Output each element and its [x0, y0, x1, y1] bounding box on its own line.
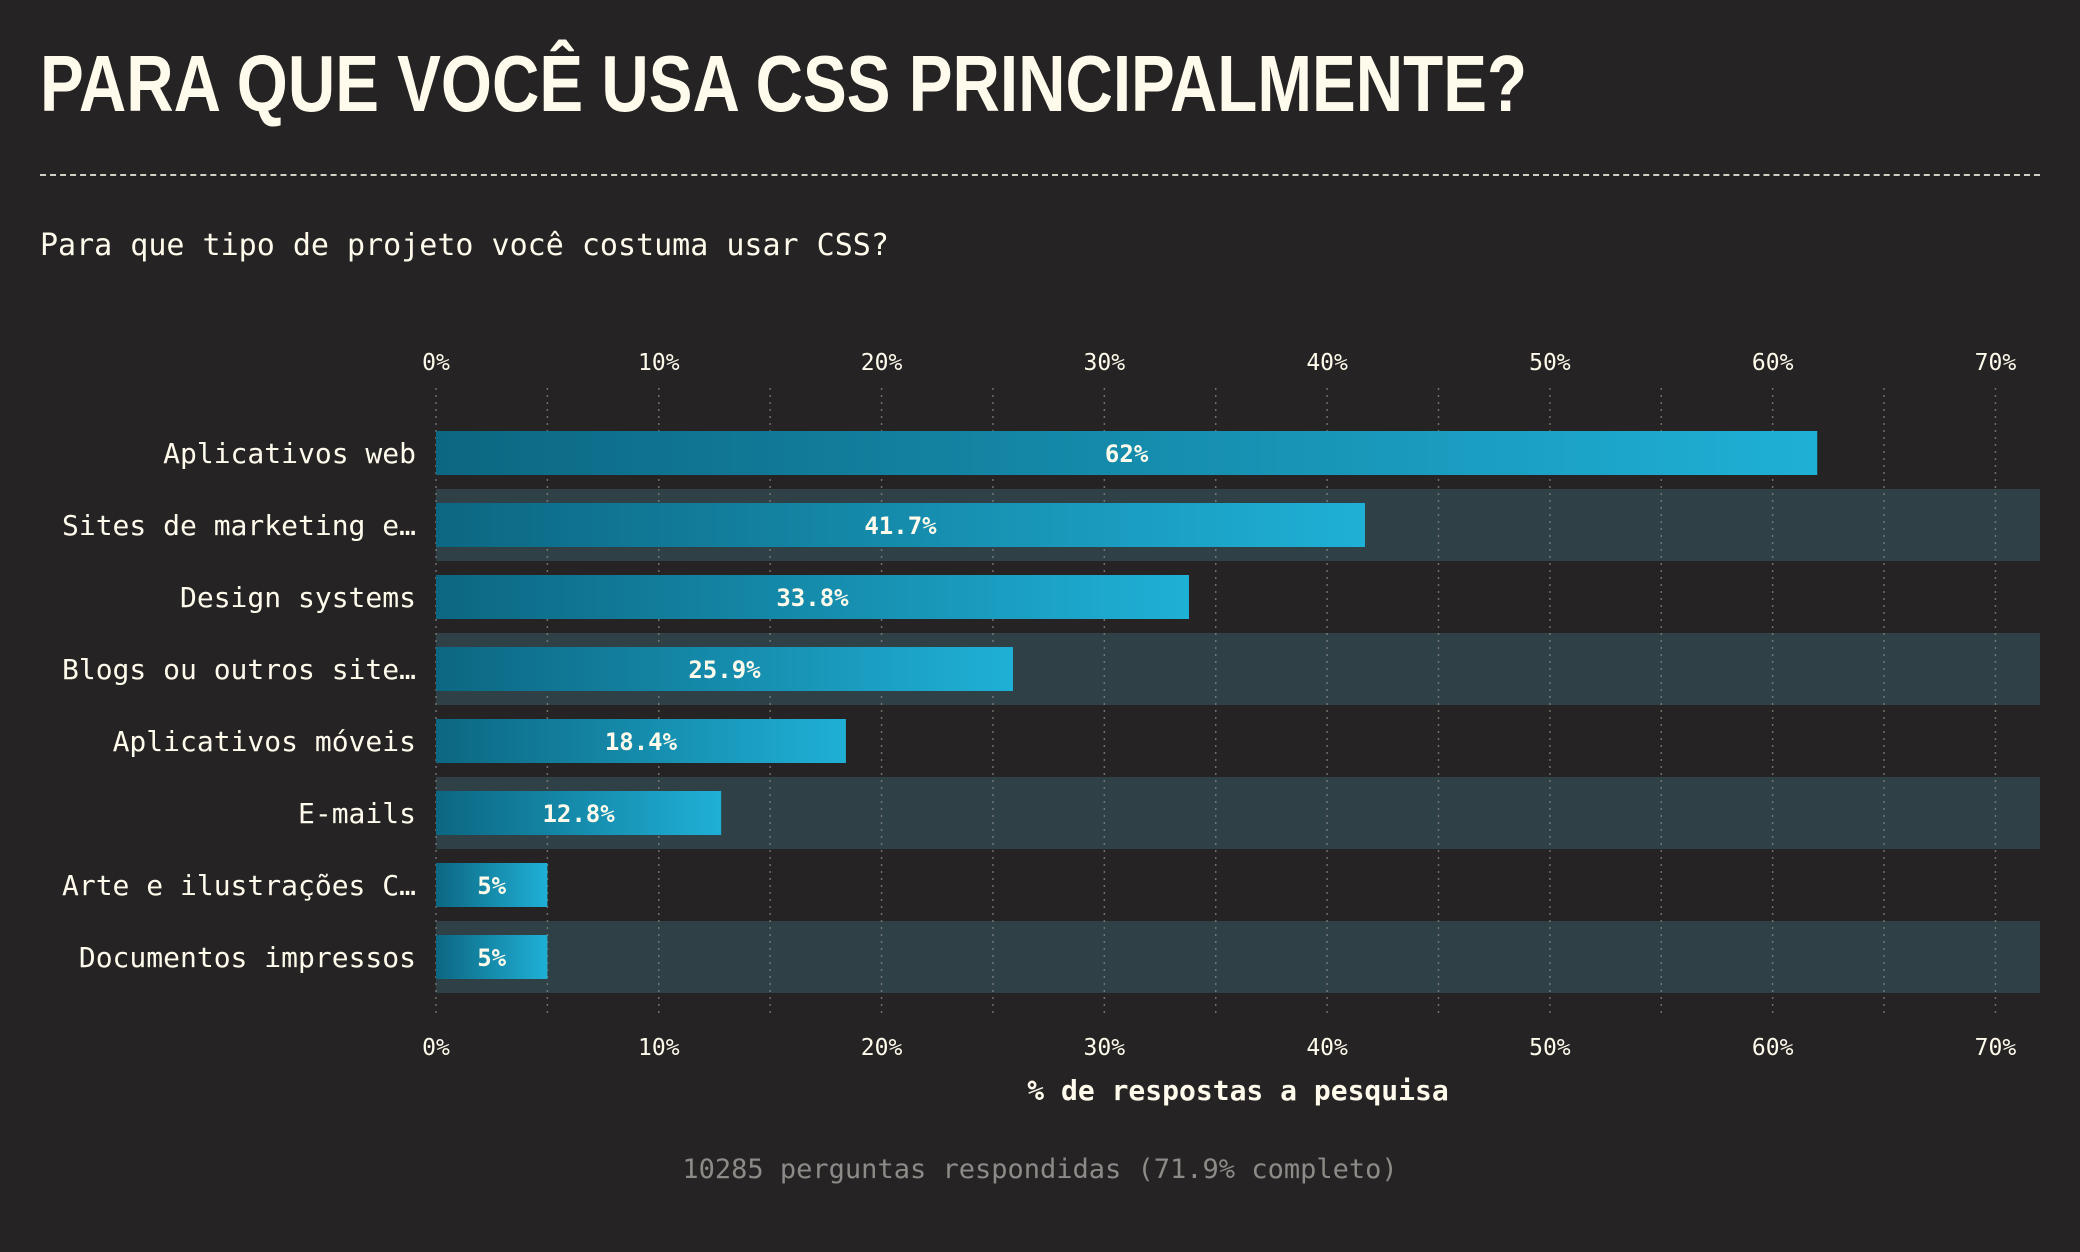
bars [436, 431, 1818, 979]
bar [436, 503, 1365, 547]
tick-label: 70% [1975, 1035, 2017, 1061]
bar-value-label: 12.8% [542, 800, 615, 828]
bar-value-label: 33.8% [776, 584, 849, 612]
bar [436, 647, 1013, 691]
question-text: Para que tipo de projeto você costuma us… [40, 228, 889, 263]
tick-label: 30% [1084, 1035, 1126, 1061]
responses-summary: 10285 perguntas respondidas (71.9% compl… [682, 1154, 1398, 1185]
tick-label: 0% [422, 1035, 450, 1061]
x-axis-title: % de respostas a pesquisa [1027, 1074, 1448, 1107]
bar [436, 791, 722, 835]
tick-label: 40% [1306, 1035, 1348, 1061]
bar-value-label: 18.4% [605, 728, 678, 756]
category-label: Design systems [180, 581, 416, 614]
row-band [436, 921, 2040, 993]
bar-value-label: 25.9% [688, 656, 761, 684]
category-label: E-mails [298, 797, 416, 830]
bar [436, 575, 1189, 619]
category-label: Aplicativos móveis [113, 725, 416, 758]
bar-value-label: 5% [477, 944, 506, 972]
bar-value-label: 62% [1105, 440, 1149, 468]
bar [436, 935, 548, 979]
category-label: Sites de marketing e… [62, 509, 416, 542]
category-label: Aplicativos web [163, 437, 416, 470]
tick-label: 20% [861, 1035, 903, 1061]
tick-label: 30% [1084, 350, 1126, 376]
bar-value-label: 41.7% [864, 512, 937, 540]
tick-label: 50% [1529, 350, 1571, 376]
tick-label: 20% [861, 350, 903, 376]
bar [436, 863, 548, 907]
bar [436, 431, 1818, 475]
tick-label: 10% [638, 350, 680, 376]
tick-label: 10% [638, 1035, 680, 1061]
tick-label: 0% [422, 350, 450, 376]
tick-label: 50% [1529, 1035, 1571, 1061]
bottom-axis-ticks: 0% 10% 20% 30% 40% 50% 60% 70% [422, 1035, 2016, 1061]
page-title: PARA QUE VOCÊ USA CSS PRINCIPALMENTE? [40, 39, 1528, 128]
bar [436, 719, 846, 763]
category-label: Documentos impressos [79, 941, 416, 974]
bar-value-label: 5% [477, 872, 506, 900]
category-labels: Aplicativos web Sites de marketing e… Desi… [62, 437, 416, 974]
bar-value-labels: 62% 41.7% 33.8% 25.9% 18.4% 12.8% 5% 5% [477, 440, 1149, 972]
title-divider [40, 174, 2040, 176]
top-axis-ticks: 0% 10% 20% 30% 40% 50% 60% 70% [422, 350, 2016, 376]
tick-label: 60% [1752, 1035, 1794, 1061]
tick-label: 40% [1306, 350, 1348, 376]
tick-label: 70% [1975, 350, 2017, 376]
tick-label: 60% [1752, 350, 1794, 376]
category-label: Blogs ou outros site… [62, 653, 416, 686]
category-label: Arte e ilustrações C… [62, 869, 416, 902]
